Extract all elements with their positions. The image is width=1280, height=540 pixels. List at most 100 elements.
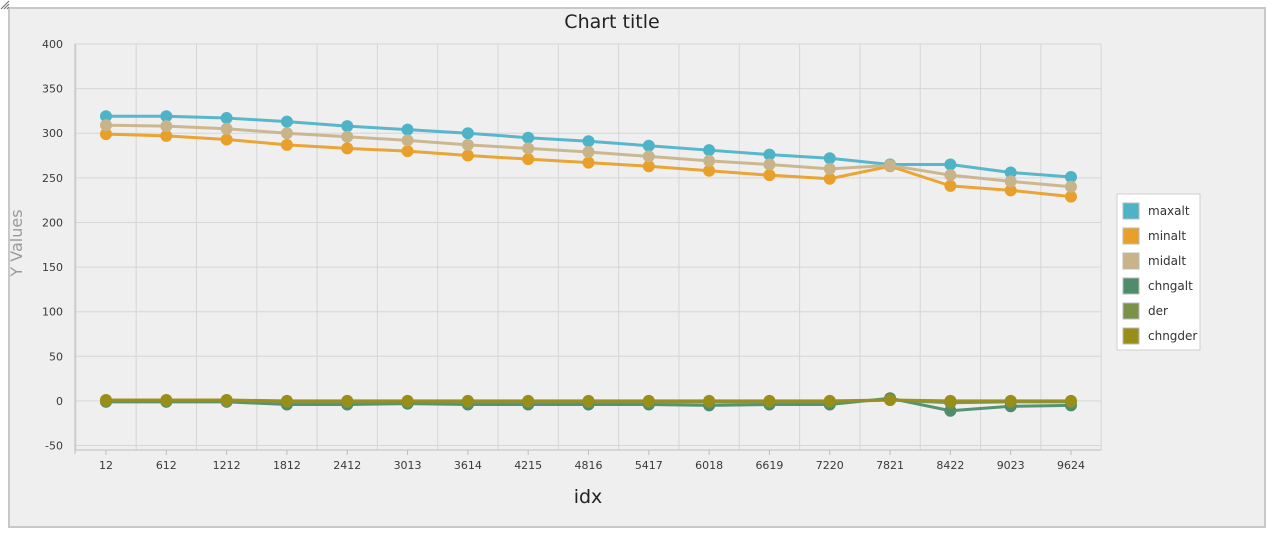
x-tick-label: 6619 (755, 459, 783, 472)
legend-label-der: der (1148, 304, 1168, 318)
data-point-minalt (522, 153, 535, 166)
y-tick-label: 400 (42, 38, 63, 51)
series-midalt (100, 119, 1077, 193)
data-point-midalt (944, 169, 957, 182)
x-tick-label: 1812 (273, 459, 301, 472)
data-point-chngder (884, 394, 897, 407)
data-point-chngder (642, 394, 655, 407)
legend-swatch-minalt (1122, 227, 1140, 245)
data-point-chngder (100, 394, 112, 407)
y-tick-label: 300 (42, 127, 63, 140)
x-tick-label: 9023 (997, 459, 1025, 472)
data-point-minalt (944, 179, 957, 192)
y-tick-label: -50 (45, 440, 63, 453)
data-point-chngder (763, 394, 776, 407)
y-tick-label: 150 (42, 261, 63, 274)
data-point-midalt (220, 122, 233, 135)
data-point-maxalt (401, 123, 414, 136)
data-point-chngder (1065, 394, 1077, 407)
data-point-midalt (1065, 180, 1077, 193)
data-point-midalt (582, 145, 595, 158)
data-point-midalt (461, 138, 474, 151)
plot-area (75, 44, 1101, 450)
data-point-chngder (944, 394, 957, 407)
y-tick-label: 250 (42, 172, 63, 185)
data-point-chngder (582, 394, 595, 407)
data-point-maxalt (280, 115, 293, 128)
legend-box (1116, 193, 1201, 351)
x-tick-label: 6018 (695, 459, 723, 472)
x-tick-label: 4816 (575, 459, 603, 472)
data-point-maxalt (522, 131, 535, 144)
legend-label-midalt: midalt (1148, 254, 1186, 268)
y-tick-label: 50 (49, 350, 63, 363)
data-point-midalt (100, 119, 112, 132)
y-axis-ticks: 400 350 300 250 200 150 100 50 0 -50 (42, 38, 63, 453)
x-tick-label: 8422 (936, 459, 964, 472)
legend-swatch-maxalt (1122, 202, 1140, 220)
x-tick-label: 1212 (213, 459, 241, 472)
y-tick-label: 200 (42, 216, 63, 229)
data-point-maxalt (220, 112, 233, 125)
legend-swatch-der (1122, 302, 1140, 320)
y-tick-label: 350 (42, 83, 63, 96)
data-point-minalt (280, 138, 293, 151)
y-tick-label: 100 (42, 306, 63, 319)
x-tick-label: 4215 (514, 459, 542, 472)
data-point-midalt (341, 130, 354, 143)
legend-label-minalt: minalt (1148, 229, 1186, 243)
data-point-midalt (642, 150, 655, 163)
data-point-minalt (763, 169, 776, 182)
x-tick-label: 612 (156, 459, 177, 472)
data-point-minalt (461, 149, 474, 162)
chart-title: Chart title (564, 11, 659, 33)
data-point-midalt (884, 159, 897, 172)
series-layer (100, 110, 1077, 417)
data-point-chngder (703, 394, 716, 407)
x-tick-label: 2412 (333, 459, 361, 472)
data-point-chngder (160, 394, 173, 407)
legend-label-chngalt: chngalt (1148, 279, 1193, 293)
data-point-chngder (823, 394, 836, 407)
x-tick-label: 12 (99, 459, 113, 472)
x-tick-label: 7220 (816, 459, 844, 472)
data-point-minalt (582, 156, 595, 169)
x-tick-label: 7821 (876, 459, 904, 472)
data-point-midalt (1004, 175, 1017, 188)
legend-label-chngder: chngder (1148, 329, 1197, 343)
data-point-chngder (522, 394, 535, 407)
legend-swatch-chngalt (1122, 277, 1140, 295)
data-point-maxalt (642, 139, 655, 152)
y-axis-label: Y Values (7, 209, 26, 277)
data-point-maxalt (461, 127, 474, 140)
data-point-midalt (280, 127, 293, 140)
data-point-chngder (401, 394, 414, 407)
data-point-midalt (522, 142, 535, 155)
data-point-midalt (823, 162, 836, 175)
data-point-midalt (160, 120, 173, 133)
data-point-maxalt (823, 152, 836, 165)
data-point-midalt (763, 158, 776, 171)
x-tick-label: 3614 (454, 459, 482, 472)
data-point-chngder (1004, 394, 1017, 407)
data-point-chngder (220, 394, 233, 407)
legend-swatch-midalt (1122, 252, 1140, 270)
x-tick-label: 3013 (394, 459, 422, 472)
y-tick-label: 0 (56, 395, 63, 408)
data-point-chngder (280, 394, 293, 407)
data-point-minalt (341, 142, 354, 155)
x-tick-label: 5417 (635, 459, 663, 472)
data-point-chngder (341, 394, 354, 407)
data-point-midalt (401, 134, 414, 147)
x-axis-ticks: 12 612 1212 1812 2412 3013 3614 4215 4816 5417 601… (99, 450, 1085, 472)
legend-label-maxalt: maxalt (1148, 204, 1190, 218)
data-point-maxalt (341, 120, 354, 133)
data-point-maxalt (944, 158, 957, 171)
x-axis-label: idx (574, 486, 603, 508)
data-point-maxalt (703, 144, 716, 157)
legend-swatch-chngder (1122, 327, 1140, 345)
resize-handle-icon[interactable] (0, 0, 10, 10)
data-point-minalt (401, 145, 414, 158)
data-point-chngder (461, 394, 474, 407)
